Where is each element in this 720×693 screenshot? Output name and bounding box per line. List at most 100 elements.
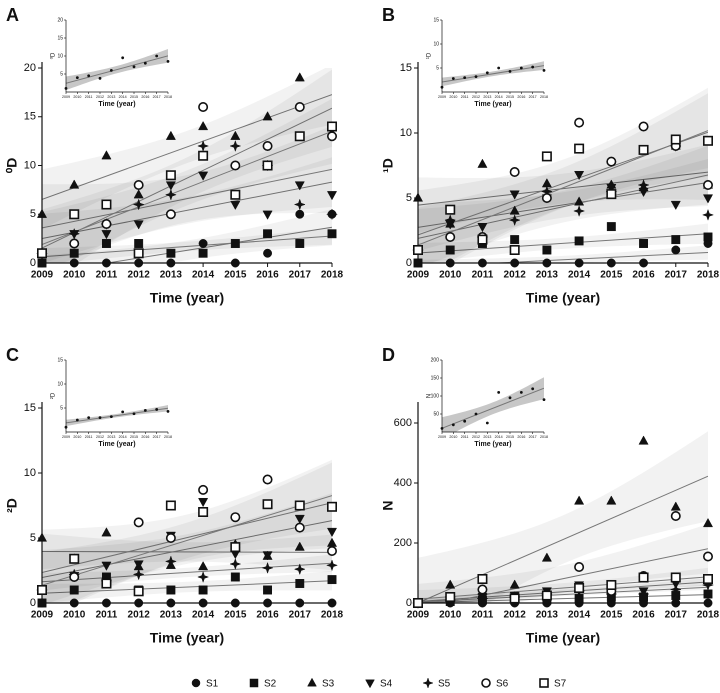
legend-label: S2 bbox=[264, 679, 277, 690]
y-tick-label: 10 bbox=[400, 127, 412, 139]
legend-marker bbox=[307, 677, 317, 687]
marker bbox=[509, 190, 520, 200]
marker bbox=[166, 258, 176, 268]
marker bbox=[638, 144, 649, 155]
marker bbox=[101, 561, 112, 571]
marker bbox=[671, 598, 681, 608]
marker bbox=[101, 527, 112, 537]
marker bbox=[477, 234, 488, 245]
marker bbox=[198, 248, 208, 258]
inset-point bbox=[542, 69, 546, 72]
marker bbox=[295, 598, 305, 608]
marker bbox=[510, 258, 520, 268]
inset-y-tick-label: 150 bbox=[431, 375, 440, 381]
inset-y-axis-title: ⁰D bbox=[50, 52, 57, 59]
marker bbox=[198, 120, 209, 131]
marker bbox=[701, 578, 715, 592]
marker bbox=[261, 561, 274, 574]
x-tick-label: 2016 bbox=[632, 610, 655, 621]
inset-x-axis-title: Time (year) bbox=[98, 101, 135, 108]
marker bbox=[574, 582, 585, 593]
trend-line bbox=[42, 130, 332, 246]
marker bbox=[509, 245, 520, 256]
confidence-band bbox=[418, 145, 708, 263]
inset-point bbox=[155, 54, 159, 58]
x-tick-label: 2010 bbox=[63, 270, 86, 281]
inset-y-tick-label: 10 bbox=[57, 381, 63, 387]
inset-point bbox=[519, 66, 523, 70]
inset-point bbox=[132, 65, 136, 69]
inset-point bbox=[485, 71, 489, 75]
y-tick-label: 15 bbox=[24, 111, 36, 123]
marker bbox=[133, 560, 144, 570]
x-axis-title: Time (year) bbox=[150, 630, 224, 646]
confidence-band bbox=[418, 93, 708, 263]
marker bbox=[509, 579, 520, 589]
inset-x-tick-label: 2011 bbox=[461, 435, 469, 439]
inset-x-tick-label: 2014 bbox=[119, 95, 127, 99]
x-axis-title: Time (year) bbox=[526, 630, 600, 646]
inset-y-tick-label: 50 bbox=[433, 411, 439, 417]
marker bbox=[166, 585, 176, 595]
marker bbox=[101, 598, 111, 608]
marker bbox=[230, 512, 241, 523]
inset-y-tick-label: 5 bbox=[60, 405, 63, 411]
marker bbox=[293, 198, 306, 211]
inset-x-tick-label: 2018 bbox=[540, 435, 548, 439]
marker bbox=[37, 598, 47, 608]
y-tick-label: 0 bbox=[30, 597, 36, 609]
x-tick-label: 2009 bbox=[407, 270, 430, 281]
inset-point bbox=[75, 418, 79, 422]
marker bbox=[606, 222, 616, 232]
x-tick-label: 2012 bbox=[504, 610, 527, 621]
marker bbox=[670, 134, 681, 145]
inset-x-tick-label: 2015 bbox=[506, 95, 514, 99]
marker bbox=[639, 239, 649, 248]
marker bbox=[670, 510, 681, 521]
inset-point bbox=[98, 76, 102, 80]
marker bbox=[133, 248, 144, 259]
legend-marker bbox=[422, 677, 434, 689]
inset-point bbox=[440, 85, 444, 89]
x-tick-label: 2013 bbox=[160, 270, 183, 281]
marker bbox=[165, 181, 176, 191]
trend-line bbox=[42, 94, 332, 200]
confidence-band bbox=[418, 523, 708, 603]
marker bbox=[230, 572, 240, 582]
marker bbox=[198, 561, 209, 571]
marker bbox=[101, 230, 112, 240]
marker bbox=[445, 232, 456, 243]
marker bbox=[133, 180, 144, 191]
marker bbox=[413, 258, 423, 268]
inset-y-axis-title: N bbox=[427, 394, 433, 398]
marker bbox=[702, 517, 714, 528]
marker bbox=[327, 575, 337, 585]
inset-point bbox=[451, 423, 455, 427]
trend-line bbox=[418, 130, 708, 246]
marker bbox=[670, 501, 681, 511]
trend-line bbox=[442, 387, 544, 429]
marker bbox=[574, 236, 584, 246]
x-tick-label: 2012 bbox=[504, 270, 527, 281]
inset-x-tick-label: 2009 bbox=[62, 95, 70, 99]
inset-y-tick-label: 20 bbox=[57, 17, 63, 23]
inset-point bbox=[87, 74, 91, 78]
marker bbox=[295, 239, 305, 248]
trend-line bbox=[42, 502, 332, 574]
trend-line bbox=[42, 520, 332, 579]
marker bbox=[606, 189, 617, 200]
marker bbox=[294, 522, 305, 533]
marker bbox=[198, 239, 208, 248]
trend-line bbox=[42, 107, 332, 249]
panel-label: D bbox=[382, 345, 395, 365]
marker bbox=[412, 192, 424, 202]
x-tick-label: 2011 bbox=[96, 610, 118, 621]
marker bbox=[477, 158, 488, 168]
x-tick-label: 2010 bbox=[439, 610, 462, 621]
marker bbox=[294, 500, 305, 511]
trend-line bbox=[418, 586, 708, 603]
marker bbox=[325, 208, 339, 221]
marker bbox=[477, 573, 488, 584]
marker bbox=[326, 121, 337, 132]
marker bbox=[69, 571, 80, 582]
